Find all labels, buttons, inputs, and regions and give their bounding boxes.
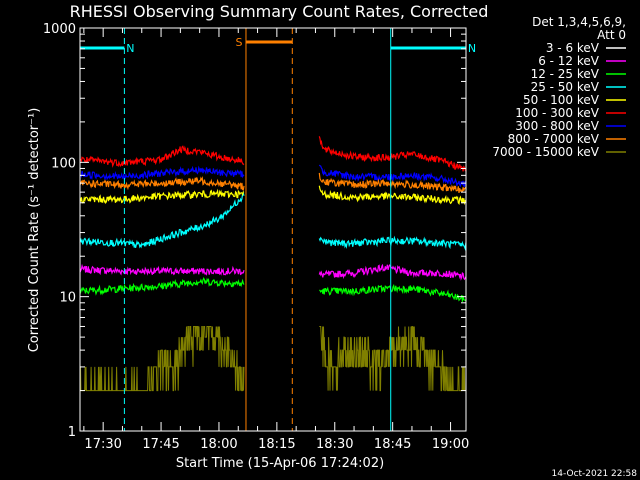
y-tick-label: 1 — [68, 425, 76, 440]
legend-label: 7000 - 15000 keV — [492, 145, 599, 159]
x-tick-label: 19:00 — [432, 437, 469, 452]
x-axis-ticks: 17:30 17:45 18:00 18:15 18:30 18:45 19:00 — [83, 28, 469, 452]
series-line — [79, 277, 245, 296]
series-line — [318, 136, 467, 172]
series-line — [319, 326, 466, 392]
series-line — [318, 185, 467, 206]
legend-header-line-2: Att 0 — [597, 28, 626, 42]
y-axis-ticks: 1 10 100 1000 — [43, 22, 466, 440]
series-line — [79, 263, 245, 276]
series-line — [318, 164, 466, 188]
legend-label: 300 - 800 keV — [515, 119, 599, 133]
x-tick-label: 17:45 — [142, 437, 179, 452]
legend-label: 12 - 25 keV — [531, 67, 600, 81]
x-tick-label: 18:45 — [374, 437, 411, 452]
series-line — [319, 283, 467, 302]
legend-label: 25 - 50 keV — [531, 80, 600, 94]
y-axis-label: Corrected Count Rate (s⁻¹ detector⁻¹) — [27, 108, 42, 353]
x-tick-label: 18:15 — [258, 437, 295, 452]
series-line — [79, 326, 245, 392]
x-tick-label: 17:30 — [84, 437, 121, 452]
legend-label: 50 - 100 keV — [523, 93, 600, 107]
y-tick-label: 10 — [59, 291, 76, 306]
x-tick-label: 18:00 — [200, 437, 237, 452]
y-tick-label: 100 — [51, 156, 76, 171]
series-line — [79, 192, 245, 249]
legend-label: 6 - 12 keV — [538, 54, 600, 68]
x-tick-label: 18:30 — [316, 437, 353, 452]
plot-frame — [79, 27, 467, 432]
legend-label: 800 - 7000 keV — [508, 132, 600, 146]
legend-label: 100 - 300 keV — [515, 106, 599, 120]
legend-label: 3 - 6 keV — [546, 41, 600, 55]
series-line — [318, 172, 467, 193]
legend-header-line-1: Det 1,3,4,5,6,9, — [532, 15, 626, 29]
state-label: N — [468, 42, 476, 55]
state-label: N — [126, 42, 134, 55]
series-line — [318, 235, 467, 251]
state-label: S — [235, 36, 242, 49]
timestamp: 14-Oct-2021 22:58 — [552, 469, 638, 479]
series-line — [79, 145, 245, 168]
x-axis-label: Start Time (15-Apr-06 17:24:02) — [176, 456, 384, 471]
series-line — [79, 176, 245, 191]
y-tick-label: 1000 — [43, 22, 76, 37]
series-line — [79, 165, 245, 182]
chart-title: RHESSI Observing Summary Count Rates, Co… — [70, 2, 489, 21]
series-line — [318, 263, 467, 281]
series-line — [79, 188, 245, 205]
